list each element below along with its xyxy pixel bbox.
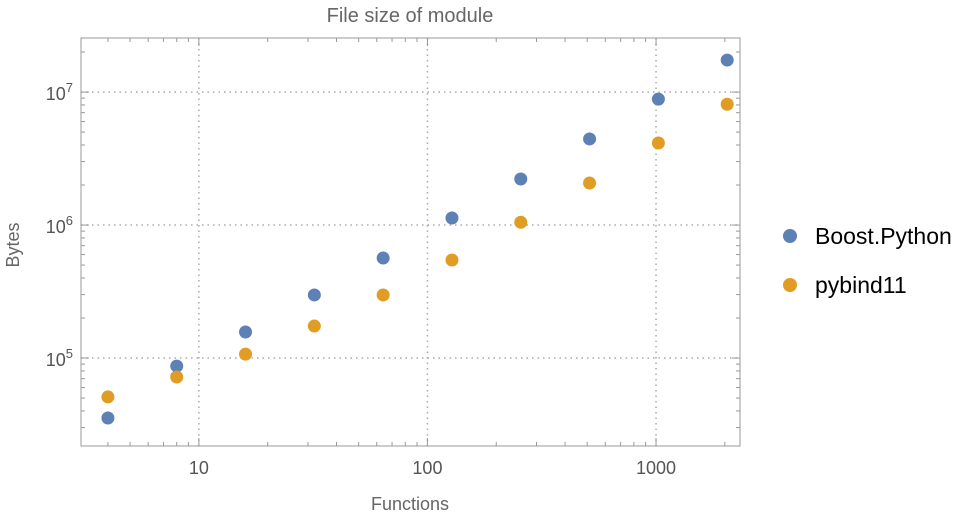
y-tick-base: 10 (46, 84, 66, 104)
y-tick-label: 106 (46, 213, 73, 237)
y-tick-exponent: 5 (66, 346, 73, 361)
y-tick-exponent: 6 (66, 213, 73, 228)
y-tick-base: 10 (46, 217, 66, 237)
x-tick-label: 1000 (636, 458, 676, 478)
y-tick-label: 105 (46, 346, 73, 370)
data-point-boost-python (376, 251, 390, 265)
legend-marker (783, 229, 797, 243)
data-point-pybind11 (445, 253, 459, 267)
plot-frame (80, 37, 741, 447)
data-point-pybind11 (720, 97, 734, 111)
data-point-boost-python (101, 411, 115, 425)
data-point-pybind11 (307, 319, 321, 333)
y-tick-exponent: 7 (66, 80, 73, 95)
x-tick-label: 100 (412, 458, 442, 478)
x-axis-label: Functions (371, 494, 449, 513)
data-point-pybind11 (514, 215, 528, 229)
data-point-boost-python (170, 359, 184, 373)
data-point-pybind11 (376, 288, 390, 302)
data-point-pybind11 (239, 347, 253, 361)
data-point-boost-python (307, 288, 321, 302)
data-point-pybind11 (101, 390, 115, 404)
data-point-boost-python (239, 325, 253, 339)
data-point-boost-python (583, 132, 597, 146)
data-point-pybind11 (651, 136, 665, 150)
legend-label: pybind11 (815, 272, 907, 298)
data-point-pybind11 (583, 176, 597, 190)
data-point-boost-python (445, 211, 459, 225)
x-tick-label: 10 (189, 458, 209, 478)
legend-marker (783, 278, 797, 292)
y-axis-label: Bytes (3, 222, 23, 267)
legend-label: Boost.Python (815, 223, 952, 249)
chart-title: File size of module (327, 5, 494, 27)
data-point-boost-python (720, 53, 734, 67)
y-tick-base: 10 (46, 350, 66, 370)
y-tick-label: 107 (46, 80, 73, 104)
data-point-boost-python (651, 92, 665, 106)
data-point-pybind11 (170, 370, 184, 384)
data-point-boost-python (514, 172, 528, 186)
